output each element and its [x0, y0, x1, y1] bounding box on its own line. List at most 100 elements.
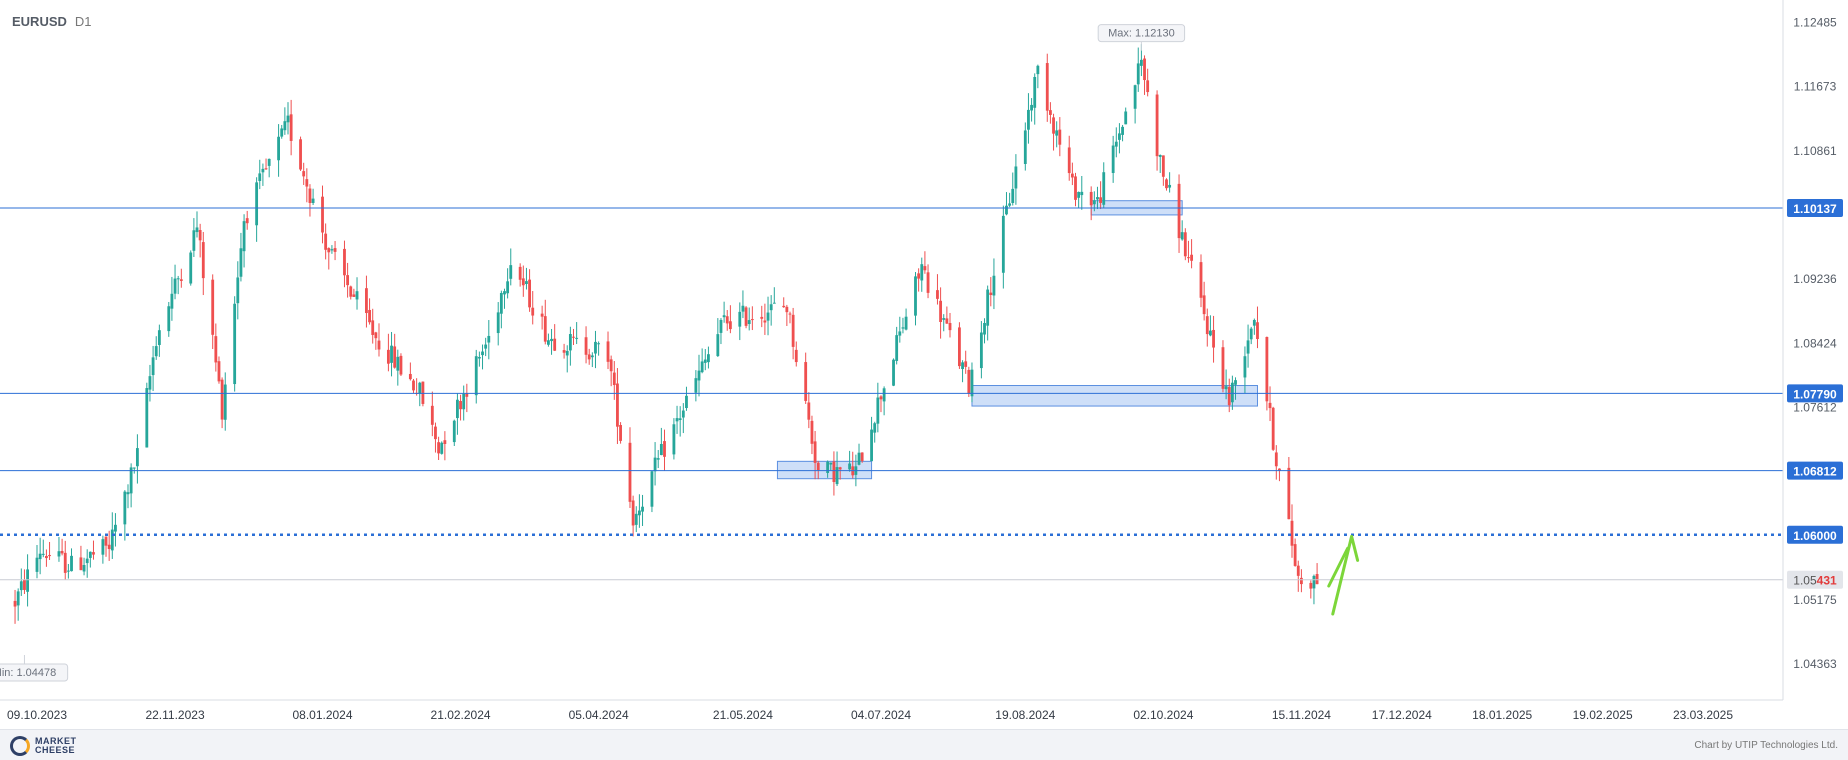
candle-body [722, 315, 726, 318]
current-price-label: 1.05431 [1793, 574, 1837, 588]
candle-body [967, 369, 971, 394]
candle-body [634, 513, 638, 525]
candle-body [465, 393, 469, 397]
time-tick-label: 21.05.2024 [713, 708, 773, 722]
candle-body [1136, 63, 1140, 85]
candle-body [390, 345, 393, 363]
candle-body [681, 410, 685, 418]
candle-body [703, 359, 707, 363]
candle-body [1027, 109, 1030, 130]
candle-body [1268, 402, 1272, 409]
time-tick-label: 09.10.2023 [7, 708, 67, 722]
max-label: Max: 1.12130 [1108, 28, 1175, 40]
candle-body [782, 305, 786, 308]
candle-body [606, 341, 610, 362]
candle-body [440, 442, 444, 454]
candle-body [914, 276, 917, 316]
candle-body [685, 395, 688, 409]
candle-body [114, 524, 117, 532]
candle-body [1092, 200, 1096, 205]
candle-body [540, 313, 544, 317]
candle-body [609, 359, 613, 372]
candle-body [725, 316, 729, 324]
price-tick-label: 1.07612 [1793, 400, 1837, 414]
candle-body [1234, 380, 1237, 385]
candle-body [744, 307, 748, 326]
candle-body [1252, 319, 1256, 326]
candle-body [311, 198, 315, 204]
candle-body [769, 304, 773, 311]
symbol-label: EURUSD D1 [12, 14, 92, 29]
time-tick-label: 15.11.2024 [1272, 708, 1331, 722]
candle-body [481, 351, 484, 356]
time-tick-label: 08.01.2024 [292, 708, 352, 722]
candle-body [810, 420, 814, 444]
candle-body [747, 320, 751, 325]
candle-body [239, 248, 243, 277]
candle-body [838, 467, 842, 470]
candle-body [590, 355, 594, 358]
candle-body [101, 539, 105, 555]
time-tick-label: 21.02.2024 [431, 708, 491, 722]
candle-body [236, 277, 240, 304]
candle-body [148, 376, 152, 390]
candle-body [302, 171, 306, 177]
candle-body [826, 461, 830, 474]
candle-body [343, 248, 346, 276]
candle-body [1114, 141, 1118, 147]
candle-body [1180, 232, 1184, 240]
candle-body [408, 373, 412, 380]
candle-body [528, 279, 531, 308]
candle-body [267, 158, 271, 166]
candle-body [63, 552, 67, 573]
candle-body [659, 443, 663, 456]
candle-body [939, 300, 943, 322]
candle-body [650, 471, 654, 507]
candle-body [1205, 316, 1209, 335]
candle-body [286, 115, 290, 123]
candle-body [1293, 544, 1297, 566]
candle-body [964, 361, 968, 367]
candle-body [1023, 130, 1027, 164]
candle-body [192, 230, 196, 251]
candle-body [816, 462, 820, 471]
candle-body [377, 340, 381, 350]
candle-body [835, 467, 839, 485]
candle-body [750, 319, 754, 321]
candle-body [1278, 468, 1281, 471]
candle-body [1227, 387, 1231, 406]
candle-body [70, 555, 73, 572]
trend-arrow-shaft [1327, 546, 1350, 588]
candle-body [892, 359, 895, 386]
candle-body [1146, 80, 1150, 93]
candle-body [437, 442, 441, 454]
candle-body [1121, 126, 1124, 135]
candle-body [1224, 386, 1228, 390]
candle-body [525, 281, 528, 284]
candle-body [1199, 262, 1203, 298]
candle-body [612, 372, 616, 386]
price-tick-label: 1.04363 [1793, 657, 1837, 671]
candle-body [1256, 322, 1259, 340]
candle-body [107, 544, 111, 550]
candle-body [1008, 203, 1012, 206]
candle-body [82, 564, 86, 572]
candle-body [728, 321, 732, 330]
chart-canvas[interactable]: 1.10137 1.07790 1.06812 1.06000 1.05431 1.12… [0, 0, 1848, 729]
candle-body [565, 350, 569, 356]
candle-body [242, 221, 246, 252]
time-tick-label: 05.04.2024 [569, 708, 629, 722]
candle-body [716, 334, 720, 357]
candle-body [214, 336, 218, 363]
candle-body [35, 557, 39, 572]
candle-body [521, 278, 525, 286]
candle-body [1161, 155, 1165, 177]
candle-body [509, 265, 513, 279]
candle-body [157, 330, 161, 345]
candle-body [1287, 467, 1291, 520]
candle-body [280, 128, 284, 137]
price-tick-label: 1.09236 [1793, 272, 1837, 286]
candle-body [1070, 173, 1074, 178]
min-label: Min: 1.04478 [0, 667, 56, 679]
